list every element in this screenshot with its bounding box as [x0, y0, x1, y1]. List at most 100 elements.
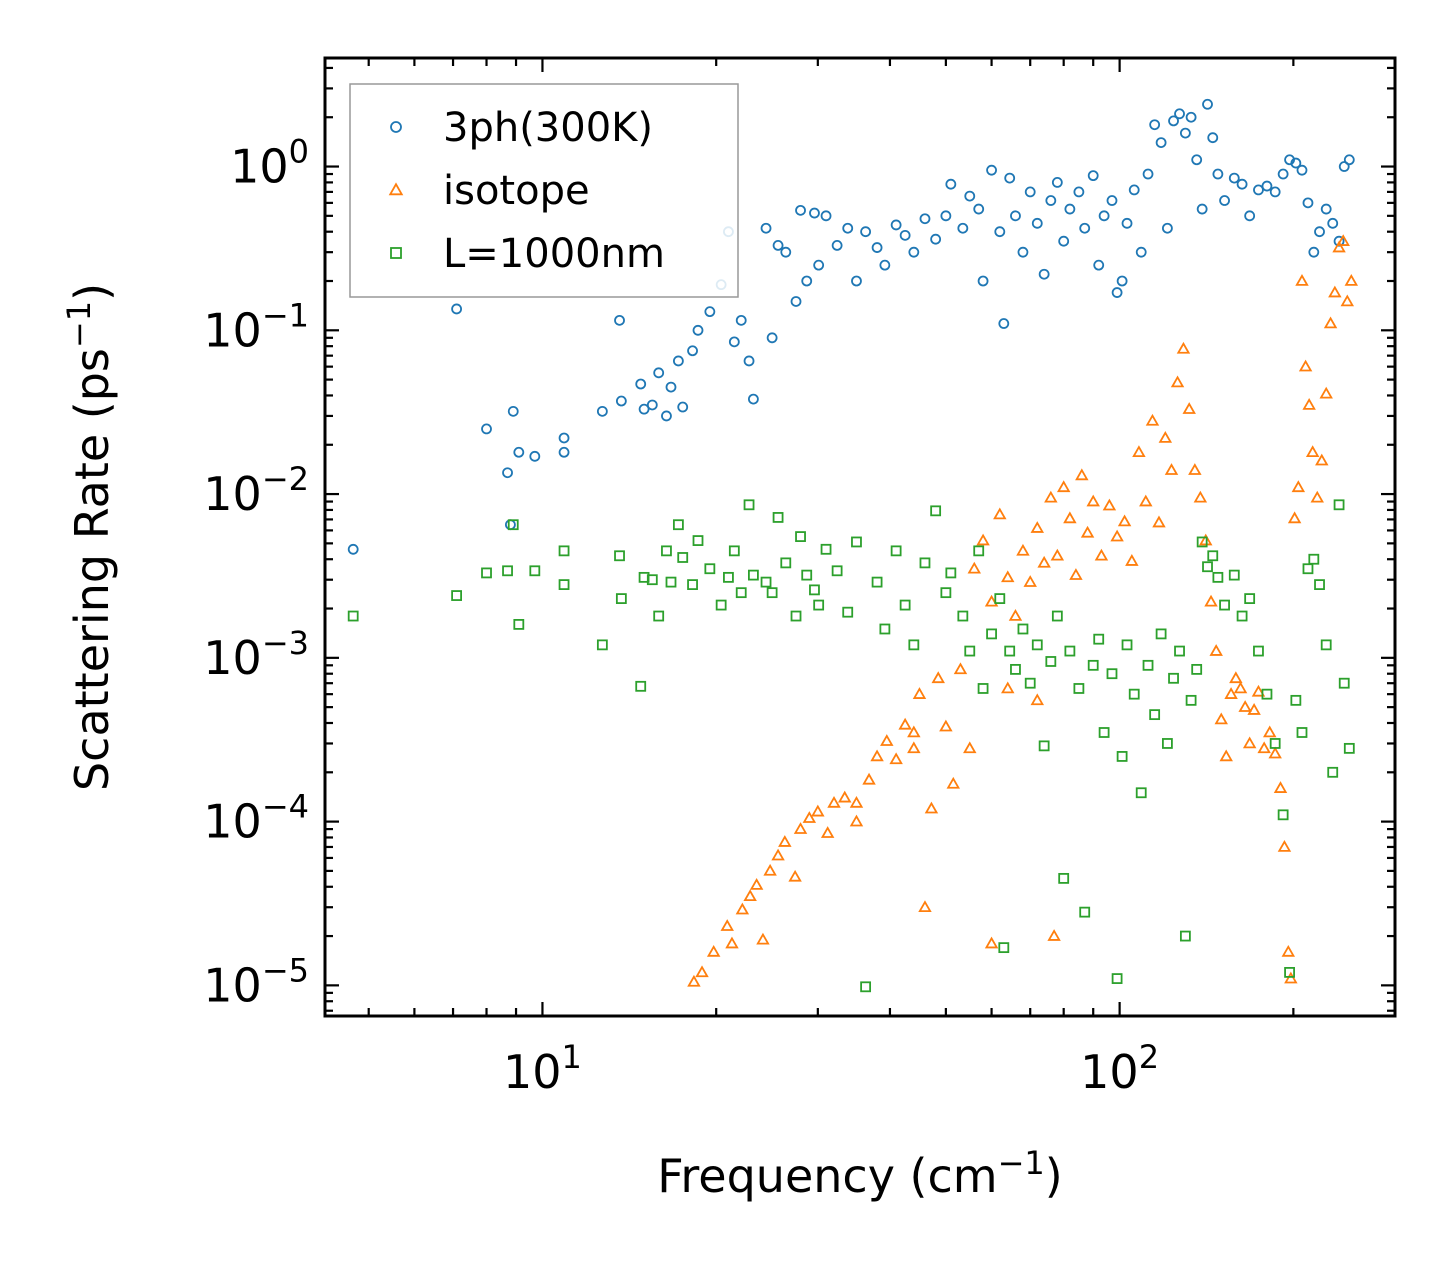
- data-point: [715, 599, 727, 611]
- data-point: [977, 683, 989, 694]
- data-point: [1149, 119, 1161, 131]
- data-point: [756, 932, 770, 945]
- data-point: [780, 246, 792, 258]
- data-point: [1024, 677, 1036, 689]
- data-point: [1196, 536, 1208, 548]
- data-point: [481, 567, 492, 579]
- data-point: [1185, 694, 1197, 706]
- data-point: [967, 561, 982, 574]
- data-point: [1204, 594, 1218, 607]
- data-point: [1162, 222, 1173, 234]
- data-point: [1073, 683, 1085, 694]
- data-point: [747, 393, 759, 405]
- data-point: [1125, 554, 1139, 566]
- data-point: [880, 734, 894, 746]
- data-point: [1094, 548, 1109, 561]
- data-point: [1155, 628, 1167, 640]
- data-point: [1073, 186, 1085, 198]
- data-point: [930, 505, 942, 517]
- data-point: [653, 367, 665, 379]
- data-point: [1010, 663, 1021, 675]
- data-point: [665, 381, 677, 393]
- data-point: [558, 545, 570, 557]
- data-point: [813, 599, 825, 611]
- data-point: [766, 332, 778, 344]
- data-point: [994, 226, 1006, 238]
- data-point: [1069, 568, 1083, 580]
- data-point: [1277, 839, 1292, 852]
- data-point: [1047, 929, 1061, 941]
- data-point: [1314, 579, 1325, 591]
- data-point: [984, 594, 999, 607]
- data-point: [1314, 226, 1325, 238]
- data-point: [860, 981, 872, 993]
- data-point: [735, 587, 747, 599]
- data-point: [1038, 740, 1050, 752]
- data-point: [706, 944, 721, 957]
- data-point: [735, 314, 747, 326]
- data-point: [1064, 203, 1076, 215]
- data-point: [1064, 645, 1076, 657]
- data-point: [558, 432, 570, 444]
- y-tick-label: 10−2: [203, 460, 309, 521]
- data-point: [1149, 709, 1161, 721]
- data-point: [1135, 787, 1147, 799]
- data-point: [1128, 688, 1140, 700]
- data-point: [977, 275, 989, 287]
- data-point: [723, 571, 734, 583]
- data-point: [1214, 712, 1228, 725]
- data-point: [827, 795, 841, 808]
- data-point: [1277, 168, 1289, 180]
- data-point: [1102, 498, 1117, 511]
- data-point: [725, 936, 739, 949]
- data-point: [1017, 623, 1029, 635]
- x-axis-label-end: ): [1045, 1149, 1063, 1203]
- data-point: [1001, 570, 1015, 583]
- data-point: [481, 423, 492, 435]
- data-point: [1343, 742, 1355, 754]
- data-point: [1327, 766, 1339, 778]
- data-point: [831, 239, 843, 251]
- data-point: [994, 593, 1006, 604]
- data-point: [1051, 177, 1063, 188]
- data-point: [1191, 154, 1203, 166]
- data-point: [502, 565, 513, 577]
- data-point: [1277, 809, 1289, 821]
- data-point: [939, 719, 953, 732]
- data-point: [801, 569, 813, 581]
- data-point: [743, 355, 755, 367]
- data-point: [953, 662, 968, 675]
- data-point: [842, 606, 854, 618]
- data-point: [1302, 563, 1314, 575]
- data-point: [780, 557, 792, 569]
- data-point: [1058, 235, 1070, 247]
- data-point: [1087, 659, 1099, 671]
- data-point: [1111, 973, 1123, 984]
- data-point: [1228, 172, 1240, 184]
- data-point: [1291, 480, 1306, 493]
- data-point: [1191, 663, 1203, 675]
- data-point: [973, 203, 985, 215]
- data-point: [1045, 656, 1057, 667]
- data-point: [1128, 184, 1140, 196]
- data-point: [907, 725, 921, 738]
- data-point: [704, 563, 716, 575]
- data-point: [1199, 533, 1213, 546]
- data-point: [1236, 610, 1248, 622]
- data-point: [809, 207, 820, 219]
- data-point: [899, 599, 911, 611]
- data-point: [1063, 511, 1077, 524]
- data-point: [1116, 751, 1128, 762]
- data-point: [871, 242, 883, 253]
- data-point: [907, 741, 921, 754]
- data-point: [1253, 184, 1264, 196]
- data-point: [347, 610, 359, 622]
- data-point: [1332, 240, 1346, 253]
- data-point: [984, 936, 999, 949]
- data-marks: [347, 98, 1359, 993]
- data-point: [653, 610, 665, 622]
- data-point: [790, 610, 802, 622]
- data-point: [672, 519, 684, 531]
- data-point: [558, 446, 570, 458]
- data-point: [687, 579, 698, 591]
